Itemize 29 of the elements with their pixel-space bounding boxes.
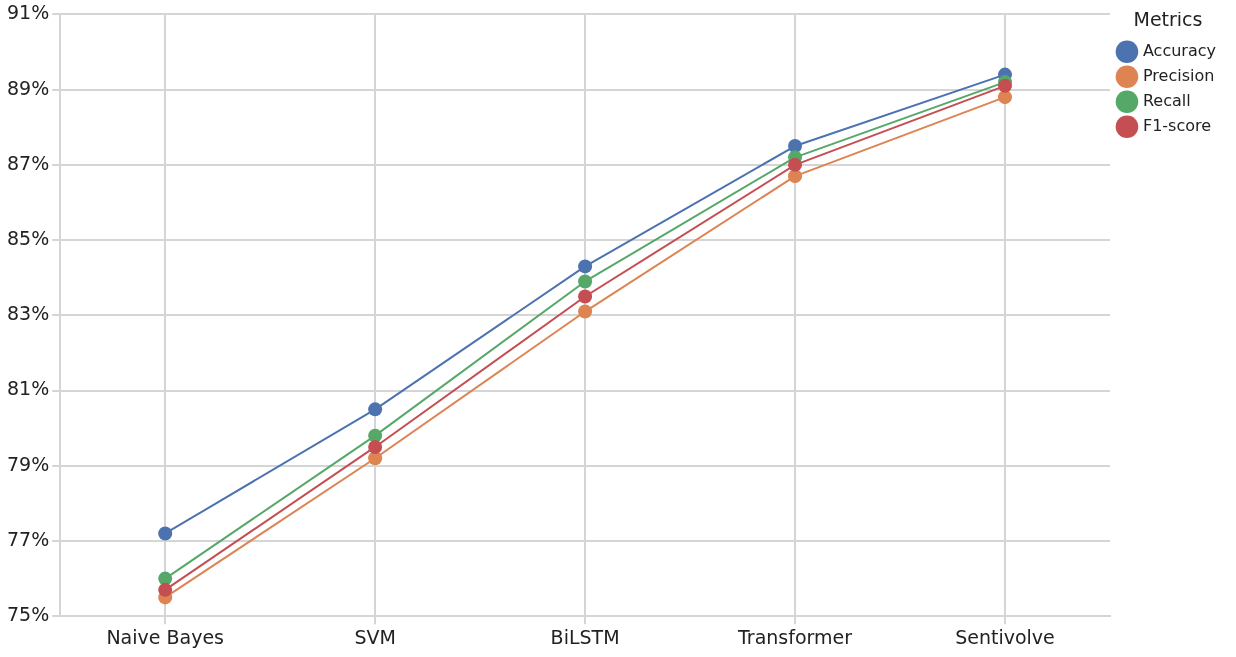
y-tick-label: 83% bbox=[7, 302, 50, 325]
legend-label: Recall bbox=[1142, 90, 1191, 110]
point bbox=[368, 402, 383, 417]
y-tick-label: 91% bbox=[7, 1, 50, 24]
y-tick-label: 75% bbox=[7, 603, 50, 626]
y-tick-label: 89% bbox=[7, 76, 50, 99]
x-tick-label: Naive Bayes bbox=[106, 625, 225, 648]
y-tick-label: 77% bbox=[7, 527, 50, 550]
point bbox=[578, 274, 593, 289]
legend-label: Accuracy bbox=[1142, 40, 1216, 60]
point bbox=[788, 157, 803, 172]
point bbox=[158, 582, 173, 597]
y-tick-label: 85% bbox=[7, 227, 50, 250]
y-tick-label: 79% bbox=[7, 452, 50, 475]
point bbox=[158, 526, 173, 541]
point bbox=[788, 139, 803, 154]
point bbox=[578, 259, 593, 274]
point bbox=[368, 439, 383, 454]
x-tick-label: SVM bbox=[354, 625, 396, 648]
legend-label: F1-score bbox=[1142, 115, 1212, 135]
y-tick-label: 87% bbox=[7, 151, 50, 174]
x-tick-label: Transformer bbox=[737, 625, 853, 648]
x-tick-label: Sentivolve bbox=[955, 625, 1055, 648]
legend-label: Precision bbox=[1142, 65, 1215, 85]
x-tick-label: BiLSTM bbox=[550, 625, 620, 648]
legend-title: Metrics bbox=[1133, 8, 1203, 31]
point bbox=[578, 289, 593, 304]
y-tick-label: 81% bbox=[7, 377, 50, 400]
point bbox=[578, 304, 593, 319]
